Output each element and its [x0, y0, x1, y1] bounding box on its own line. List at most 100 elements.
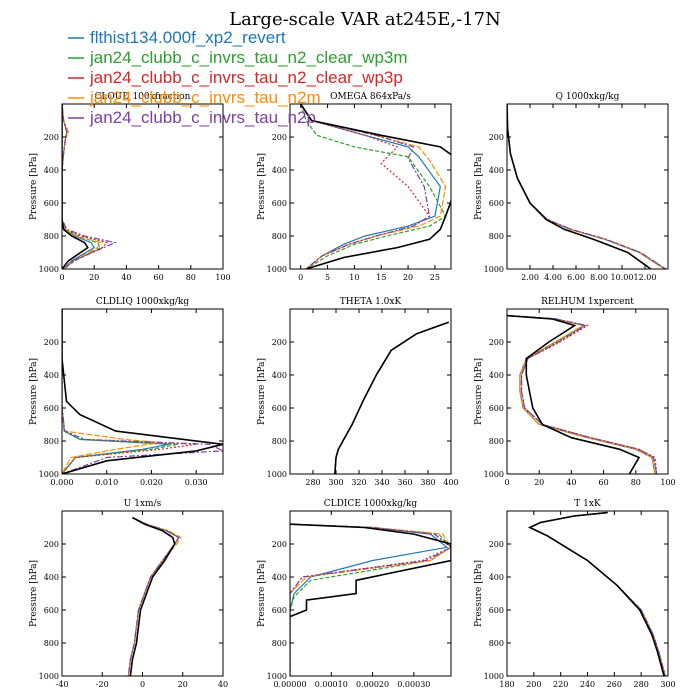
x-tick-label: 100: [660, 478, 675, 487]
x-tick-label: 6.00: [567, 273, 585, 282]
y-tick-label: 800: [489, 639, 504, 648]
series-line-jan24_clubb_c_invrs_tau_n2_clear_wp3p: [334, 321, 449, 474]
series-line-black: [334, 321, 449, 474]
y-tick-label: 800: [272, 639, 287, 648]
y-tick-label: 200: [489, 338, 504, 347]
series-line-jan24_clubb_c_invrs_tau_n2_clear_wp3m: [290, 523, 451, 676]
series-line-jan24_clubb_c_invrs_tau_n2_clear_wp3p: [127, 517, 180, 676]
series-line-jan24_clubb_c_invrs_tau_n2_clear_wp3m: [334, 321, 449, 474]
x-tick-label: 0.020: [140, 478, 163, 487]
series-line-black: [62, 104, 89, 269]
y-tick-label: 800: [489, 232, 504, 241]
legend-item: flthist134.000f_xp2_revert: [68, 28, 286, 47]
panel-frame: [61, 103, 224, 270]
y-axis-label: Pressure [hPa]: [257, 153, 267, 220]
series-line-flthist134.000f_xp2_revert: [507, 104, 665, 269]
panel-frame: [61, 308, 224, 475]
y-tick-label: 600: [272, 606, 287, 615]
x-tick-label: 20: [89, 273, 99, 282]
panel-title: Q 1000xkg/kg: [556, 92, 620, 102]
panel-title: CLOUD 100xfraction: [95, 92, 191, 102]
panel-frame: [506, 103, 669, 270]
x-tick-label: 220: [553, 680, 568, 689]
y-axis-label: Pressure [hPa]: [29, 358, 39, 425]
y-tick-label: 600: [272, 199, 287, 208]
series-line-jan24_clubb_c_invrs_tau_n2p: [300, 104, 431, 269]
series-line-black: [527, 511, 665, 676]
x-tick-label: -40: [56, 680, 69, 689]
x-tick-label: 400: [443, 478, 458, 487]
y-tick-label: 200: [272, 540, 287, 549]
x-tick-label: 40: [218, 680, 228, 689]
y-tick-label: 800: [44, 232, 59, 241]
panel-4: CLDLIQ 1000xkg/kg 200 400 600 800 1000 Pressur…: [29, 297, 224, 487]
y-tick-label: 600: [489, 404, 504, 413]
series-line-jan24_clubb_c_invrs_tau_n2_clear_wp3m: [300, 104, 447, 269]
y-axis-label: Pressure [hPa]: [474, 358, 484, 425]
x-tick-label: 0.00010: [315, 680, 348, 689]
y-tick-label: 200: [272, 338, 287, 347]
y-tick-label: 800: [44, 639, 59, 648]
series-line-jan24_clubb_c_invrs_tau_n2m: [507, 315, 656, 474]
x-tick-label: 260: [607, 680, 622, 689]
x-tick-label: 5: [325, 273, 330, 282]
panels: CLOUD 100xfraction2004006008001000Pressu…: [29, 92, 676, 689]
series-line-jan24_clubb_c_invrs_tau_n2m: [334, 321, 449, 474]
y-tick-label: 1000: [484, 672, 504, 681]
series-line-jan24_clubb_c_invrs_tau_n2m: [507, 104, 665, 269]
series-line-flthist134.000f_xp2_revert: [334, 321, 449, 474]
series-line-jan24_clubb_c_invrs_tau_n2p: [290, 523, 451, 676]
panel-frame: [506, 510, 669, 677]
x-tick-label: 240: [580, 680, 595, 689]
x-tick-label: 2.00: [521, 273, 539, 282]
x-tick-label: 20: [178, 680, 188, 689]
series-line-black: [129, 516, 176, 676]
y-tick-label: 1000: [267, 672, 287, 681]
series-line-jan24_clubb_c_invrs_tau_n2p: [127, 517, 180, 676]
x-tick-label: 300: [328, 478, 343, 487]
y-tick-label: 1000: [39, 672, 59, 681]
x-tick-label: 0: [298, 273, 303, 282]
series-line-jan24_clubb_c_invrs_tau_n2p: [507, 315, 658, 474]
x-tick-label: 0.00030: [397, 680, 430, 689]
x-tick-label: 200: [526, 680, 541, 689]
panel-1: CLOUD 100xfraction2004006008001000Pressu…: [29, 92, 231, 282]
series-line-jan24_clubb_c_invrs_tau_n2p: [334, 321, 449, 474]
x-tick-label: 0.010: [95, 478, 118, 487]
legend-label: jan24_clubb_c_invrs_tau_n2_clear_wp3m: [89, 48, 408, 67]
x-tick-label: 8.00: [590, 273, 608, 282]
series-line-black: [290, 523, 451, 618]
x-tick-label: 0.00000: [273, 680, 306, 689]
legend-item: jan24_clubb_c_invrs_tau_n2_clear_wp3m: [68, 48, 408, 67]
series-line-jan24_clubb_c_invrs_tau_n2m: [127, 517, 182, 676]
panel-frame: [289, 103, 452, 270]
x-tick-label: 12.00: [634, 273, 657, 282]
y-tick-label: 400: [272, 371, 287, 380]
y-tick-label: 400: [489, 371, 504, 380]
x-tick-label: 0: [504, 478, 509, 487]
y-tick-label: 200: [44, 540, 59, 549]
legend-item: jan24_clubb_c_invrs_tau_n2_clear_wp3p: [68, 68, 403, 87]
panel-title: OMEGA 864xPa/s: [330, 92, 411, 102]
y-tick-label: 200: [489, 133, 504, 142]
y-tick-label: 800: [272, 232, 287, 241]
series-line-black: [507, 314, 641, 474]
x-tick-label: 320: [351, 478, 366, 487]
legend-label: flthist134.000f_xp2_revert: [90, 28, 286, 47]
y-axis-label: Pressure [hPa]: [29, 560, 39, 627]
x-tick-label: 380: [420, 478, 435, 487]
legend-label: jan24_clubb_c_invrs_tau_n2_clear_wp3p: [89, 68, 403, 87]
series-line-jan24_clubb_c_invrs_tau_n2_clear_wp3p: [290, 523, 451, 676]
series-line-jan24_clubb_c_invrs_tau_n2_clear_wp3m: [127, 517, 180, 676]
y-tick-label: 1000: [39, 265, 59, 274]
series-line-black: [62, 309, 223, 474]
x-tick-label: 20: [534, 478, 544, 487]
series-line-jan24_clubb_c_invrs_tau_n2_clear_wp3m: [507, 104, 667, 269]
series-line-jan24_clubb_c_invrs_tau_n2_clear_wp3m: [62, 309, 179, 474]
y-tick-label: 1000: [267, 265, 287, 274]
y-tick-label: 600: [44, 199, 59, 208]
series-line-black: [300, 104, 451, 269]
y-tick-label: 600: [44, 606, 59, 615]
x-tick-label: 15: [376, 273, 386, 282]
